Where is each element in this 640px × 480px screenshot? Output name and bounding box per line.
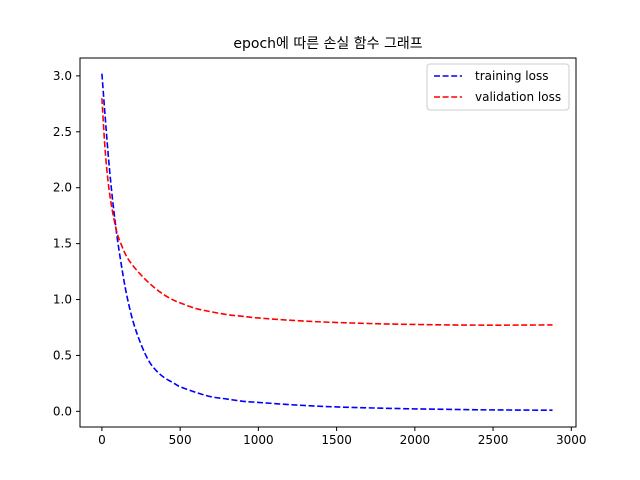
legend: training loss validation loss xyxy=(426,63,570,111)
series-layer xyxy=(101,73,553,412)
y-tick-label: 0.5 xyxy=(53,348,72,362)
y-tick-label: 1.0 xyxy=(53,293,72,307)
legend-label-validation-loss: validation loss xyxy=(475,90,561,104)
legend-label-training-loss: training loss xyxy=(475,69,548,83)
x-tick-label: 2500 xyxy=(478,433,509,447)
series-line-validation-loss xyxy=(101,98,553,326)
plot-area xyxy=(79,57,577,428)
y-tick-label: 2.5 xyxy=(53,125,72,139)
y-tick-label: 1.5 xyxy=(53,237,72,251)
chart-title: epoch에 따른 손실 함수 그래프 xyxy=(233,36,422,52)
x-tick-label: 1000 xyxy=(243,433,274,447)
legend-box xyxy=(426,63,570,111)
x-tick-label: 1500 xyxy=(321,433,352,447)
x-axis: 0 500 1000 1500 2000 2500 3000 xyxy=(98,427,587,447)
x-tick-label: 500 xyxy=(169,433,192,447)
y-tick-label: 0.0 xyxy=(53,404,72,418)
x-tick-label: 3000 xyxy=(556,433,587,447)
x-tick-label: 2000 xyxy=(400,433,431,447)
y-axis: 0.0 0.5 1.0 1.5 2.0 2.5 3.0 xyxy=(53,69,80,418)
y-tick-label: 2.0 xyxy=(53,181,72,195)
y-tick-label: 3.0 xyxy=(53,69,72,83)
x-tick-label: 0 xyxy=(98,433,106,447)
series-line-training-loss xyxy=(101,73,553,412)
plot-frame xyxy=(79,57,577,428)
